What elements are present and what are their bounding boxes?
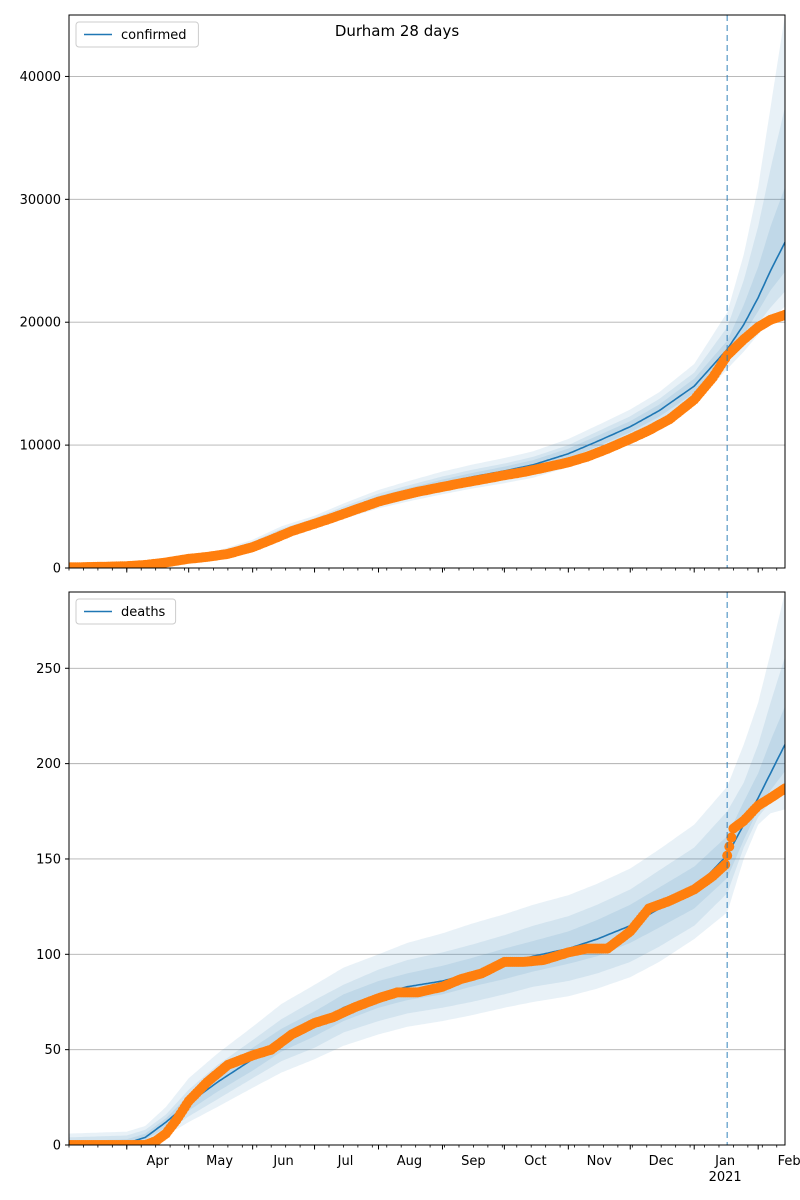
confidence-band	[69, 656, 785, 1145]
y-tick-label: 200	[36, 757, 61, 772]
legend: deaths	[75, 598, 177, 625]
legend-label: deaths	[121, 605, 166, 620]
x-tick-label: Jul	[337, 1154, 354, 1169]
y-tick-label: 100	[36, 948, 61, 963]
observed-point	[780, 783, 785, 794]
observed-point	[724, 841, 735, 852]
x-tick-label: Oct	[524, 1154, 546, 1169]
figure-title: Durham 28 days	[335, 22, 459, 40]
observed-series	[69, 783, 785, 1145]
x-tick-label: Apr	[146, 1154, 169, 1169]
y-tick-label: 250	[36, 662, 61, 677]
confidence-band	[69, 706, 785, 1145]
y-tick-label: 40000	[20, 70, 61, 85]
x-tick-label: Jun	[272, 1154, 293, 1169]
x-tick-label: Sep	[461, 1154, 486, 1169]
y-tick-label: 30000	[20, 193, 61, 208]
confidence-band	[69, 107, 785, 568]
axes-frame	[68, 591, 786, 1146]
x-tick-year-label: 2021	[709, 1170, 742, 1185]
x-tick-label: Feb	[778, 1154, 800, 1169]
y-tick-label: 50	[44, 1043, 61, 1058]
plot-area	[69, 592, 785, 1145]
x-tick-label: May	[206, 1154, 233, 1169]
y-tick-label: 150	[36, 852, 61, 867]
x-tick-label: Aug	[397, 1154, 422, 1169]
x-tick-label: Jan	[714, 1154, 735, 1169]
legend: confirmed	[75, 21, 199, 48]
y-tick-label: 20000	[20, 316, 61, 331]
plot-area	[69, 15, 785, 568]
observed-series	[69, 309, 785, 568]
y-tick-label: 10000	[20, 439, 61, 454]
y-tick-label: 0	[53, 1139, 61, 1154]
observed-point	[720, 859, 731, 870]
legend-label: confirmed	[121, 28, 187, 43]
legend-box	[75, 21, 199, 48]
confidence-band	[69, 592, 785, 1145]
legend-box	[75, 598, 177, 625]
confirmed-chart: 0 10000 20000 30000 40000 confirmed	[20, 14, 786, 577]
deaths-chart: 0 50 100 150 200 250 Apr May Jun Jul Aug Sep Oct Nov D…	[36, 591, 800, 1185]
confidence-band	[69, 15, 785, 568]
axes-frame	[68, 14, 786, 569]
y-tick-label: 0	[53, 562, 61, 577]
x-tick-label: Dec	[649, 1154, 674, 1169]
x-tick-label: Nov	[587, 1154, 613, 1169]
observed-point	[726, 832, 737, 843]
observed-point	[780, 309, 785, 320]
